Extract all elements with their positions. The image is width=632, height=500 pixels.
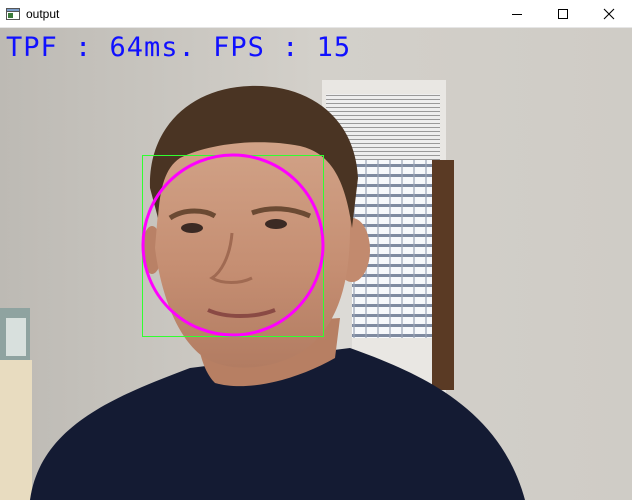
hair — [149, 85, 358, 229]
maximize-button[interactable] — [540, 0, 586, 28]
shirt — [30, 348, 525, 500]
title-bar[interactable]: output — [0, 0, 632, 28]
maximize-icon — [558, 8, 568, 19]
eye-right — [265, 219, 287, 229]
camera-frame: TPF : 64ms. FPS : 15 — [0, 28, 632, 500]
minimize-icon — [512, 13, 522, 15]
eye-left — [181, 223, 203, 233]
app-window-icon — [6, 7, 20, 21]
close-button[interactable] — [586, 0, 632, 28]
mouth — [207, 308, 276, 318]
window-title: output — [26, 6, 60, 21]
face — [155, 122, 351, 368]
fps-overlay-text: TPF : 64ms. FPS : 15 — [6, 32, 352, 63]
window-sash-dark — [432, 160, 454, 390]
minimize-button[interactable] — [494, 0, 540, 28]
close-icon — [603, 8, 615, 19]
camera-image — [0, 28, 632, 500]
shelf-object — [0, 360, 32, 500]
face-detection-ellipse — [141, 153, 325, 337]
